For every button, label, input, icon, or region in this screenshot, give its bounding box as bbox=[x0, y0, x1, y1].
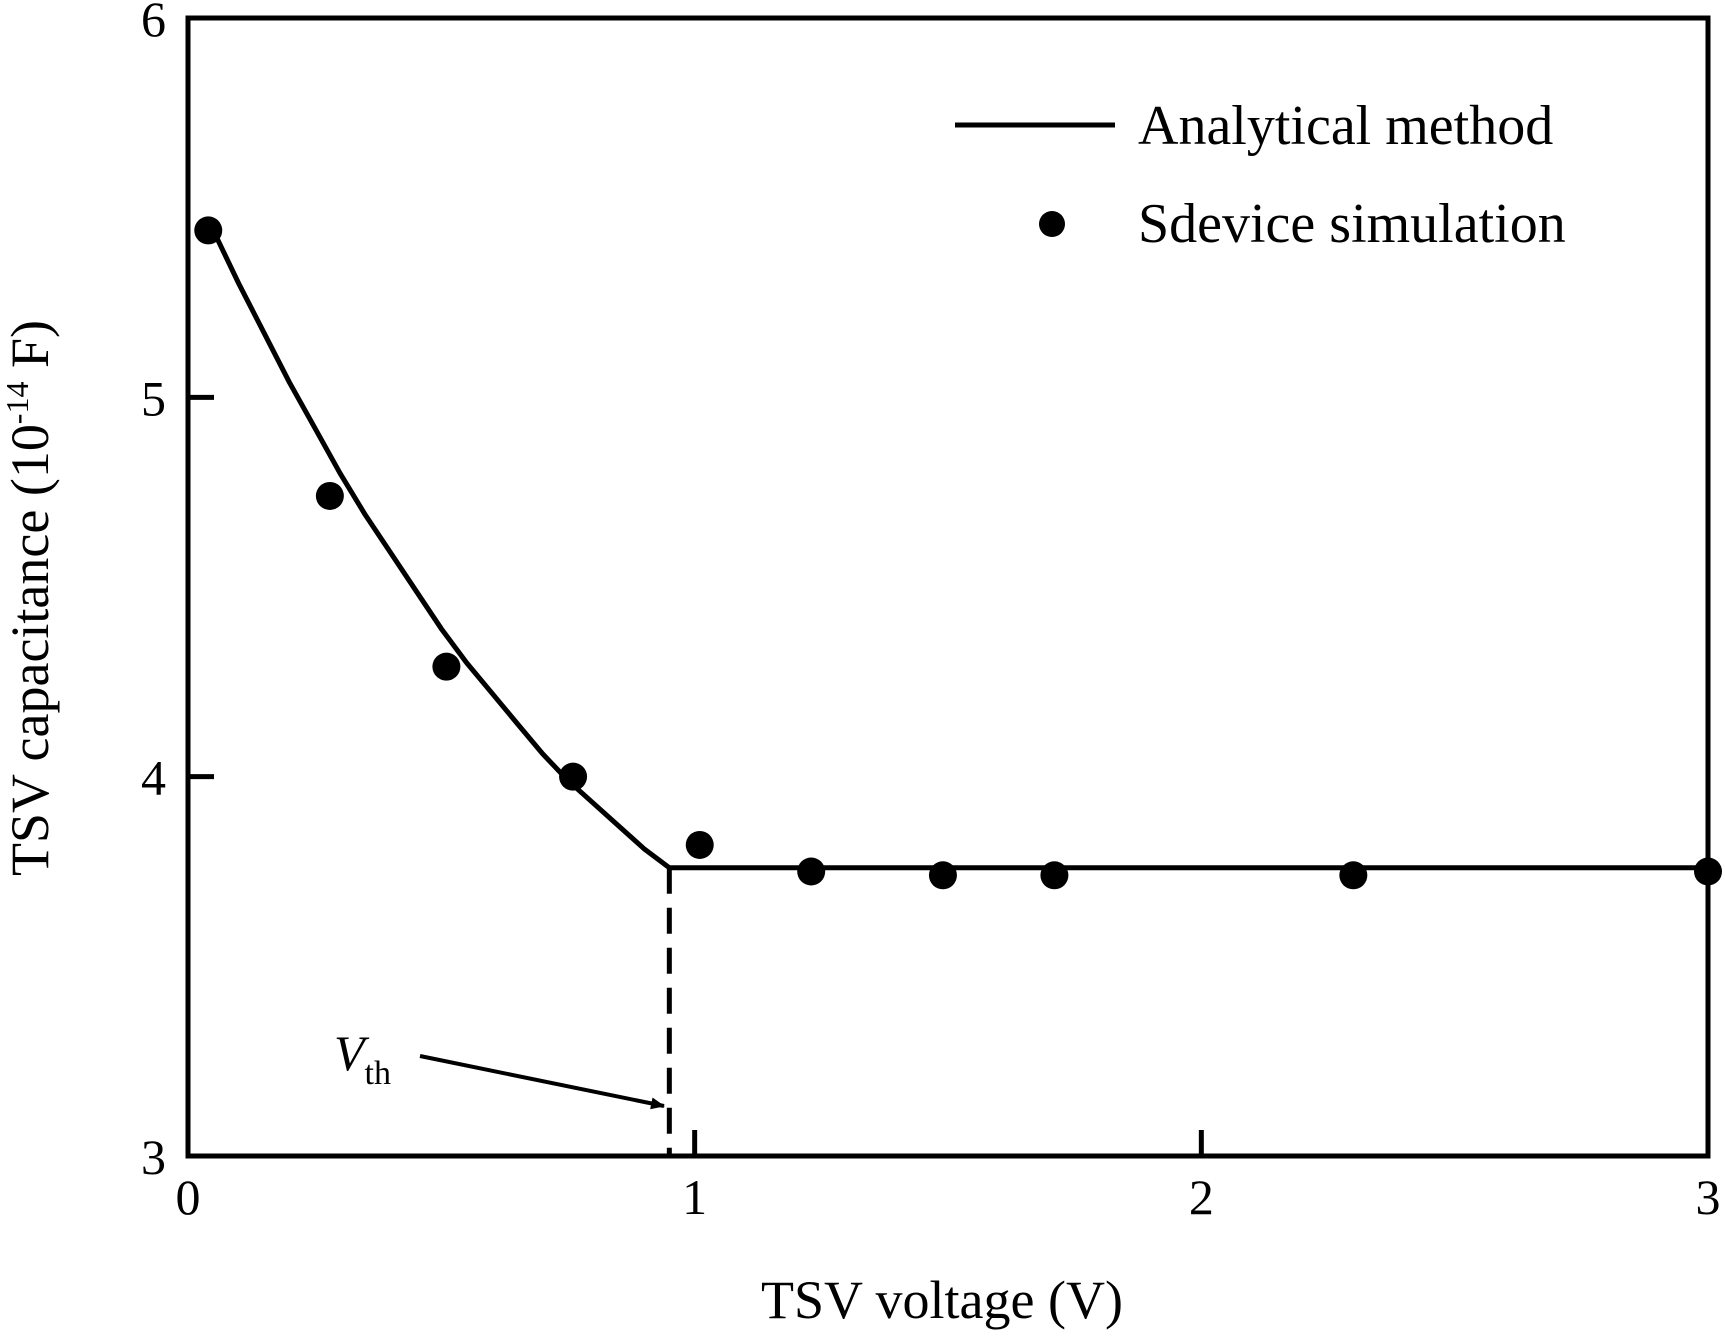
threshold-label: Vth bbox=[334, 1025, 391, 1092]
legend: Analytical method Sdevice simulation bbox=[955, 95, 1566, 255]
x-axis-title: TSV voltage (V) bbox=[761, 1270, 1123, 1330]
plot-area-frame bbox=[185, 15, 1711, 1159]
simulation-series bbox=[194, 216, 1722, 890]
simulation-point bbox=[1040, 861, 1069, 890]
y-axis-title-main: TSV capacitance (10 bbox=[0, 424, 60, 876]
simulation-point bbox=[194, 216, 223, 245]
y-tick-label: 5 bbox=[141, 370, 166, 426]
y-tick-label: 3 bbox=[141, 1129, 166, 1185]
y-tick-label: 6 bbox=[141, 0, 166, 47]
simulation-point bbox=[685, 830, 714, 859]
analytical-series bbox=[211, 229, 1708, 871]
x-tick-labels: 0 1 2 3 bbox=[176, 1169, 1721, 1225]
simulation-point bbox=[1339, 861, 1368, 890]
x-tick-label: 3 bbox=[1696, 1169, 1721, 1225]
simulation-point bbox=[315, 481, 344, 510]
threshold-label-main: V bbox=[334, 1025, 370, 1081]
y-axis-title: TSV capacitance (10-14 F) bbox=[0, 320, 60, 876]
threshold-annotation: Vth bbox=[334, 1025, 665, 1110]
legend-label-analytical: Analytical method bbox=[1138, 95, 1553, 157]
x-tick-label: 1 bbox=[682, 1169, 707, 1225]
simulation-point bbox=[797, 857, 826, 886]
threshold-arrow bbox=[419, 1054, 665, 1110]
threshold-label-sub: th bbox=[365, 1055, 391, 1092]
y-tick-labels: 3 4 5 6 bbox=[141, 0, 166, 1185]
tick-marks bbox=[188, 394, 1204, 1156]
simulation-point bbox=[928, 861, 957, 890]
x-tick-label: 2 bbox=[1189, 1169, 1214, 1225]
y-axis-title-exponent: -14 bbox=[0, 382, 35, 425]
x-tick-label: 0 bbox=[176, 1169, 201, 1225]
legend-marker-swatch bbox=[1039, 211, 1065, 237]
simulation-point bbox=[559, 762, 588, 791]
legend-label-simulation: Sdevice simulation bbox=[1138, 193, 1566, 255]
y-axis-title-unit: F) bbox=[0, 320, 60, 382]
y-tick-label: 4 bbox=[141, 750, 166, 806]
simulation-point bbox=[432, 652, 461, 681]
analytical-line bbox=[211, 229, 1708, 871]
